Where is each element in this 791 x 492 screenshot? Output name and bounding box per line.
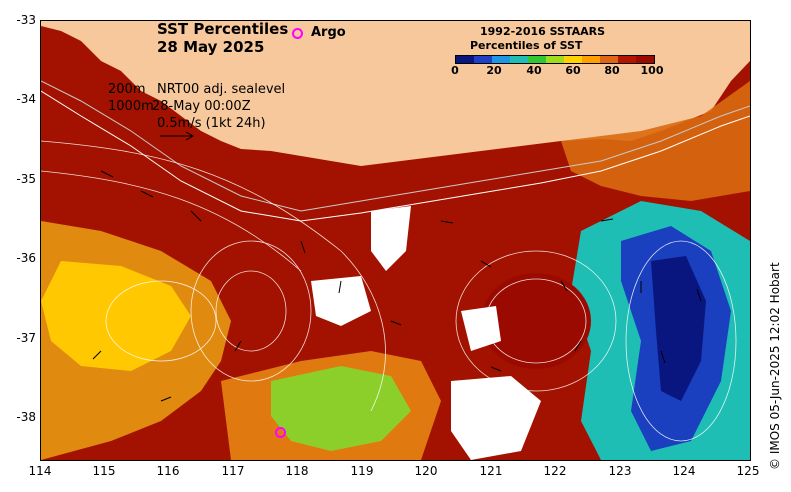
shelf-contour-200m	[41, 80, 750, 212]
y-axis-label: -36	[16, 251, 36, 265]
title-line-2: 28 May 2025	[157, 38, 265, 56]
colorbar-tick: 80	[604, 64, 620, 77]
model-label: NRT00 adj. sealevel	[157, 82, 286, 97]
colorbar-swatch	[636, 56, 654, 63]
colorbar-tick: 40	[526, 64, 542, 77]
colorbar-tick: 0	[451, 64, 459, 77]
x-axis-label: 120	[414, 464, 438, 478]
y-axis-label: -37	[16, 331, 36, 345]
argo-float-icon	[275, 427, 286, 438]
vector-scale-arrow-icon	[160, 131, 195, 141]
colorbar-swatch	[510, 56, 528, 63]
green-patch-south	[271, 366, 411, 451]
colorbar-swatch	[564, 56, 582, 63]
warm-eddy-core	[481, 273, 591, 369]
sst-map	[40, 20, 751, 461]
sst-map-graphic	[41, 21, 750, 460]
x-axis-label: 121	[479, 464, 503, 478]
y-axis-label: -34	[16, 92, 36, 106]
legend-title-1: 1992-2016 SSTAARS	[480, 25, 606, 38]
y-axis-label: -38	[16, 410, 36, 424]
x-axis-label: 116	[156, 464, 180, 478]
credit-text: © IMOS 05-Jun-2025 12:02 Hobart	[768, 262, 782, 470]
colorbar	[455, 55, 655, 64]
colorbar-tick: 100	[640, 64, 664, 77]
map-title: SST Percentiles 28 May 2025	[157, 20, 288, 56]
current-vectors	[92, 170, 702, 402]
colorbar-swatch	[456, 56, 474, 63]
colorbar-tick: 60	[565, 64, 581, 77]
colorbar-swatch	[600, 56, 618, 63]
x-axis-label: 122	[543, 464, 567, 478]
yellow-patch-west	[41, 261, 191, 371]
x-axis-label: 114	[28, 464, 52, 478]
title-line-1: SST Percentiles	[157, 20, 289, 38]
x-axis-label: 124	[672, 464, 696, 478]
argo-label: Argo	[311, 25, 346, 40]
colorbar-swatch	[618, 56, 636, 63]
legend-title-2: Percentiles of SST	[470, 39, 583, 52]
orange-shelf-east	[561, 81, 750, 201]
colorbar-swatch	[492, 56, 510, 63]
sealevel-contours	[41, 140, 737, 442]
contour-200m-label: 200m	[108, 82, 146, 97]
cloud-patch-1	[371, 206, 411, 271]
argo-marker-icon	[292, 28, 303, 39]
colorbar-tick: 20	[486, 64, 502, 77]
cloud-patch-3	[451, 376, 541, 460]
x-axis-label: 119	[350, 464, 374, 478]
y-axis-label: -33	[16, 13, 36, 27]
cloud-patch-2	[311, 276, 371, 326]
datetime-label: 28-May 00:00Z	[152, 99, 251, 114]
colorbar-swatch	[474, 56, 492, 63]
x-axis-label: 125	[736, 464, 760, 478]
x-axis-label: 115	[92, 464, 116, 478]
colorbar-swatch	[546, 56, 564, 63]
contour-1000m-label: 1000m	[108, 99, 154, 114]
vector-scale-label: 0.5m/s (1kt 24h)	[157, 116, 266, 131]
x-axis-label: 117	[221, 464, 245, 478]
cold-eddy-center	[651, 256, 706, 401]
x-axis-label: 118	[285, 464, 309, 478]
colorbar-swatch	[582, 56, 600, 63]
x-axis-label: 123	[608, 464, 632, 478]
shelf-contour-1000m	[41, 90, 750, 222]
colorbar-swatch	[528, 56, 546, 63]
y-axis-label: -35	[16, 172, 36, 186]
